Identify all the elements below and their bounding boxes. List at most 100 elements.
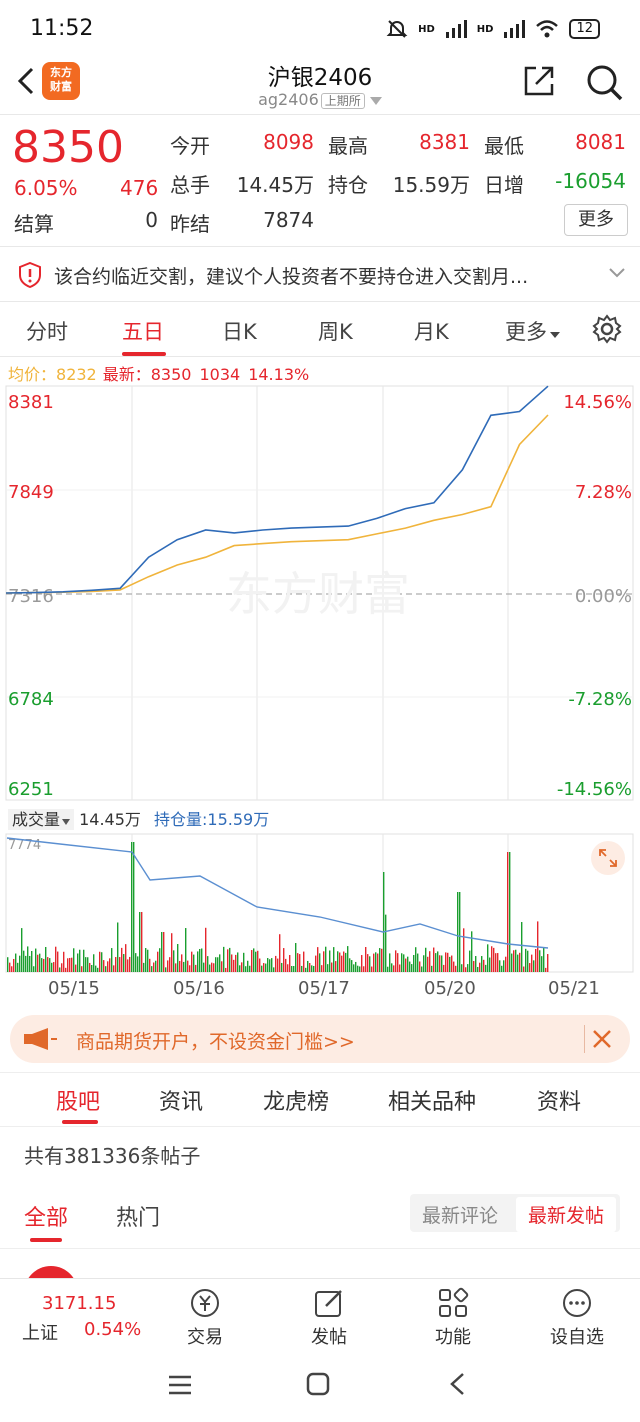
tab-news[interactable]: 资讯 — [159, 1090, 204, 1115]
volume-bar — [329, 950, 331, 972]
exchange-tag: 上期所 — [320, 93, 365, 109]
volume-bar — [541, 956, 543, 972]
share-icon[interactable] — [522, 64, 556, 98]
volume-bar — [129, 956, 131, 972]
section-divider — [0, 1072, 640, 1073]
volume-bar — [71, 957, 73, 972]
latest-value: 8350 — [150, 365, 192, 384]
volume-bar — [269, 959, 271, 972]
tab-related[interactable]: 相关品种 — [388, 1090, 477, 1115]
change-percent: 6.05% — [14, 176, 78, 200]
volume-bar — [361, 955, 363, 972]
volume-chart[interactable]: 7774 — [0, 832, 640, 974]
volume-bar — [333, 947, 335, 972]
volume-bar — [427, 956, 429, 972]
volume-bar — [309, 963, 311, 972]
volume-bar — [497, 953, 499, 972]
volume-bar — [299, 954, 301, 972]
volume-bar — [493, 947, 495, 972]
volume-bar — [197, 951, 199, 972]
volume-bar — [51, 962, 53, 972]
volume-bar — [367, 954, 369, 972]
sort-latest-comment[interactable]: 最新评论 — [422, 1205, 499, 1227]
expand-icon — [599, 849, 617, 867]
tab-more[interactable]: 更多 — [505, 316, 560, 346]
volume-bar — [207, 956, 209, 972]
volume-bar — [305, 967, 307, 972]
y-tick-label-pct: 0.00% — [575, 586, 632, 607]
watermark: 东方财富 — [226, 567, 410, 621]
prev-settle-value: 7874 — [263, 208, 314, 232]
change-value: 476 — [120, 176, 159, 200]
tab-profile[interactable]: 资料 — [537, 1090, 582, 1115]
home-icon[interactable] — [306, 1372, 330, 1396]
search-icon[interactable] — [584, 62, 624, 102]
price-chart[interactable]: 东方财富 8381 7849 7316 6784 6251 14.56% 7.28% 0.0… — [0, 382, 640, 802]
volume-bar — [61, 963, 63, 972]
close-icon[interactable] — [592, 1029, 612, 1049]
tab-guba[interactable]: 股吧 — [56, 1090, 101, 1115]
volume-bar — [419, 961, 421, 972]
latest-label: 最新： — [102, 365, 151, 384]
logo-line-2: 财富 — [50, 80, 72, 93]
tab-intraday[interactable]: 分时 — [26, 320, 68, 344]
volume-bar — [385, 914, 387, 972]
more-button[interactable]: 更多 — [564, 204, 628, 236]
volume-bar — [449, 956, 451, 972]
volume-bar — [191, 951, 193, 972]
delivery-notice[interactable]: 该合约临近交割，建议个人投资者不要持仓进入交割月... — [0, 247, 640, 301]
back-nav-icon[interactable] — [448, 1372, 466, 1396]
volume-bar — [241, 962, 243, 972]
volume-bar — [405, 958, 407, 972]
x-tick-label: 05/21 — [548, 978, 600, 999]
account-open-banner[interactable]: 商品期货开户，不设资金门槛>> — [10, 1015, 630, 1063]
volume-bar — [469, 950, 471, 972]
volume-bar — [113, 965, 115, 972]
volume-bar — [75, 964, 77, 972]
volume-bar — [27, 946, 29, 972]
volume-bar — [523, 966, 525, 972]
low-label: 最低 — [484, 134, 524, 158]
tab-monthly-k[interactable]: 月K — [414, 320, 449, 344]
volume-bar — [81, 966, 83, 972]
tab-hot[interactable]: 热门 — [116, 1206, 161, 1231]
volume-bar — [289, 955, 291, 972]
tab-all[interactable]: 全部 — [24, 1206, 69, 1231]
tab-dragon-tiger[interactable]: 龙虎榜 — [263, 1090, 330, 1115]
back-icon[interactable] — [12, 66, 42, 96]
tab-weekly-k[interactable]: 周K — [318, 320, 353, 344]
contract-subtitle[interactable]: ag2406 上期所 — [0, 90, 640, 109]
volume-bar — [519, 952, 521, 972]
tab-daily-k[interactable]: 日K — [222, 320, 257, 344]
volume-bar — [547, 954, 549, 972]
volume-bar — [513, 950, 515, 972]
signal-icon-2 — [504, 20, 526, 38]
volume-bar — [153, 962, 155, 972]
index-widget[interactable]: 3171.15 上证 0.54% — [0, 1279, 150, 1351]
volume-bar — [529, 963, 531, 972]
volume-bar — [313, 965, 315, 972]
volume-bar — [301, 965, 303, 972]
volume-bar — [451, 955, 453, 972]
tab-five-day[interactable]: 五日 — [122, 320, 164, 344]
volume-bar — [441, 955, 443, 972]
expand-button[interactable] — [591, 841, 625, 875]
gear-icon[interactable] — [592, 314, 622, 344]
volume-bar — [365, 947, 367, 972]
banner-separator — [584, 1025, 585, 1053]
sort-latest-post[interactable]: 最新发帖 — [516, 1197, 617, 1232]
sub-tab-underline — [30, 1238, 62, 1242]
status-time: 11:52 — [30, 16, 94, 41]
period-tabs: 分时 五日 日K 周K 月K 更多 — [0, 302, 640, 356]
volume-bar — [233, 959, 235, 972]
volume-bar — [345, 952, 347, 972]
volume-bar — [201, 948, 203, 972]
indicator-selector[interactable]: 成交量 — [8, 809, 75, 830]
volume-bar — [7, 957, 9, 972]
volume-bar — [387, 966, 389, 972]
indicator-oi-label: 持仓量: — [154, 810, 208, 829]
volume-bar — [239, 965, 241, 972]
volume-bar — [503, 960, 505, 972]
volume-bar — [95, 965, 97, 972]
menu-icon[interactable] — [168, 1374, 192, 1396]
